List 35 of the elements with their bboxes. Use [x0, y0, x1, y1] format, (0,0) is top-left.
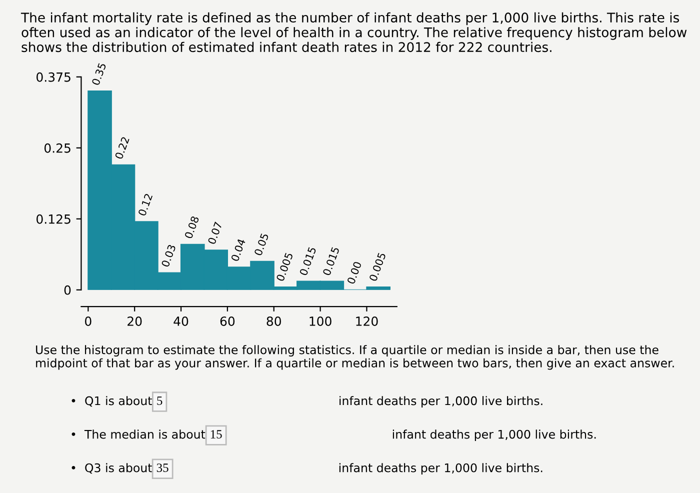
- text: infant deaths per 1,000 live births.: [340, 396, 542, 408]
- data-label: 0.08: [184, 216, 200, 239]
- x-tick-label: 80: [266, 316, 281, 326]
- text: • The median is about: [72, 430, 206, 439]
- text: 35: [156, 464, 168, 472]
- x-tick-label: 20: [128, 316, 142, 326]
- data-label: 0.07: [208, 222, 222, 245]
- y-tick-label: 0.25: [44, 143, 70, 153]
- x-tick-label: 120: [356, 316, 378, 326]
- data-label: 0.05: [254, 232, 269, 256]
- data-label: 0.03: [161, 244, 176, 268]
- data-label: 0.005: [368, 252, 386, 282]
- text: Use the histogram to estimate the following statistics. If a quartile or median is inside a bar, then use the midpoint of that bar as your answer. If a quartile or median is between two bars, then give an exact answer.: [36, 345, 674, 370]
- text: infant deaths per 1,000 live births.: [392, 430, 596, 442]
- data-label: 0.00: [346, 261, 362, 284]
- text: 5: [157, 396, 162, 405]
- data-label: 0.22: [114, 136, 130, 160]
- data-label: 0.015: [322, 246, 340, 276]
- text: • Q1 is about: [72, 396, 152, 407]
- data-label: 0.12: [138, 193, 153, 216]
- y-tick-label: 0.375: [36, 72, 70, 82]
- text: 15: [210, 430, 222, 438]
- y-tick-label: 0: [64, 285, 71, 295]
- data-label: 0.005: [276, 252, 294, 282]
- x-tick-label: 100: [310, 316, 332, 326]
- y-tick-label: 0.125: [36, 214, 70, 224]
- data-label: 0.04: [230, 238, 246, 262]
- x-tick-label: 60: [220, 316, 235, 326]
- x-tick-label: 0: [85, 316, 92, 326]
- x-tick-label: 40: [174, 316, 188, 326]
- data-label: 0.35: [91, 62, 106, 86]
- text: • Q3 is about: [72, 463, 152, 474]
- data-label: 0.015: [299, 246, 316, 276]
- text: infant deaths per 1,000 live births.: [339, 463, 542, 475]
- chart-title: The infant mortality rate is defined as the number of infant deaths per 1,000 live births. This rate is often used as an indicator of the level of health in a country. The relative frequency histogram below shows the distribution of estimated infant death rates in 2012 for 222 countries.: [20, 12, 687, 52]
